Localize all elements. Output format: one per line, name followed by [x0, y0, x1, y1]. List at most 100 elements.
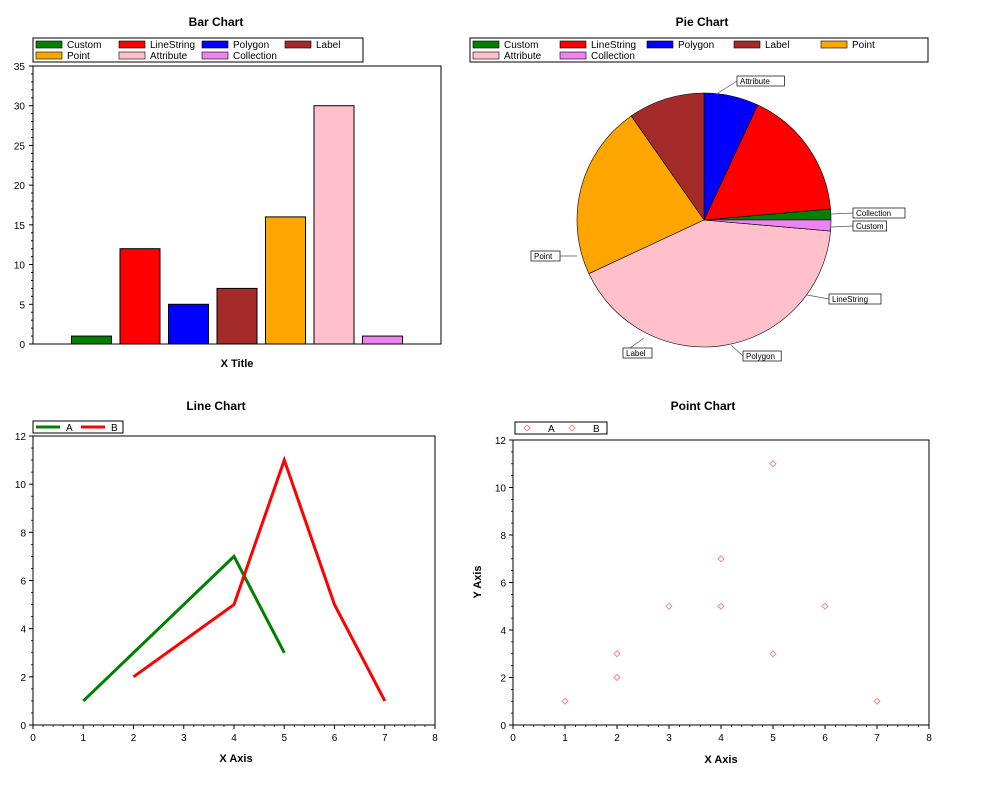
- bar-legend-label: Custom: [67, 40, 101, 51]
- pie-slice-label: LineString: [832, 295, 868, 304]
- point-chart-legend: [514, 421, 608, 435]
- line-x-tick-label: 1: [80, 733, 86, 744]
- point-y-tick-label: 2: [500, 674, 506, 685]
- pie-chart-title: Pie Chart: [676, 15, 729, 29]
- pie-legend-swatch-polygon: [646, 40, 674, 49]
- point-y-tick-label: 6: [500, 579, 506, 590]
- point-marker-b: [821, 602, 829, 610]
- point-plot-area: [512, 439, 930, 726]
- bar-label: [216, 287, 258, 345]
- line-x-tick-label: 7: [382, 733, 388, 744]
- point-marker-b: [613, 673, 621, 682]
- point-y-tick-label: 10: [495, 484, 507, 495]
- line-chart-legend: [32, 420, 124, 434]
- point-chart-title: Point Chart: [671, 399, 736, 413]
- pie-label-box: [742, 350, 782, 362]
- pie-slice-label: Point: [534, 252, 553, 261]
- pie-legend-label: Collection: [591, 51, 635, 62]
- pie-chart: Pie Chart Custom LineString Polygon Label Po…: [469, 15, 929, 362]
- point-x-tick-label: 3: [666, 733, 672, 744]
- point-x-tick-label: 1: [562, 733, 568, 744]
- bar-legend-label: Label: [316, 40, 340, 51]
- bar-y-tick-label: 0: [19, 340, 25, 351]
- pie-label-box: [530, 250, 561, 262]
- bar-legend-label: LineString: [150, 40, 195, 51]
- pie-legend-swatch-label: [733, 40, 761, 49]
- point-marker-b: [769, 460, 777, 468]
- bar-y-tick-label: 20: [14, 181, 26, 192]
- point-marker-b: [873, 697, 881, 705]
- line-y-tick-label: 8: [20, 528, 26, 539]
- point-x-tick-label: 4: [718, 733, 724, 744]
- point-x-tick-label: 6: [822, 733, 828, 744]
- bar-legend-swatch-point: [35, 51, 63, 60]
- point-y-tick-label: 12: [495, 436, 507, 447]
- pie-leader-line: [717, 80, 738, 94]
- bar-custom: [71, 335, 112, 345]
- point-marker-a: [561, 697, 569, 705]
- bar-y-tick-label: 25: [14, 141, 26, 152]
- pie-slice-attribute: [588, 219, 831, 348]
- point-marker-a: [665, 602, 673, 610]
- pie-slice-label: Collection: [856, 209, 891, 218]
- pie-label-box: [852, 207, 906, 219]
- line-y-tick-label: 4: [20, 625, 26, 636]
- point-marker-a: [769, 650, 777, 658]
- line-series-b: [132, 455, 387, 702]
- bar-y-tick-label: 30: [14, 102, 26, 113]
- bar-legend-label: Collection: [233, 51, 277, 62]
- point-x-tick-label: 5: [770, 733, 776, 744]
- pie-legend-swatch-collection: [559, 51, 587, 60]
- pie-legend-label: Label: [765, 40, 789, 51]
- pie-leader-line: [730, 344, 744, 357]
- pie-legend-label: Point: [852, 40, 875, 51]
- pie-leader-line: [806, 294, 830, 300]
- pie-slice-linestring: [703, 104, 831, 221]
- point-marker-a: [717, 555, 725, 563]
- point-y-tick-label: 0: [500, 721, 506, 732]
- line-x-tick-label: 5: [281, 733, 287, 744]
- line-y-tick-label: 2: [20, 673, 26, 684]
- bar-legend-label: Point: [67, 51, 90, 62]
- pie-legend-swatch-linestring: [559, 40, 587, 49]
- pie-legend-swatch-point: [820, 40, 848, 49]
- pie-slice-label: Label: [626, 349, 646, 358]
- pie-legend-label: LineString: [591, 40, 636, 51]
- point-legend-label: A: [548, 424, 555, 435]
- bar-legend-swatch-linestring: [118, 40, 146, 49]
- bar-legend-swatch-collection: [201, 51, 229, 60]
- pie-chart-legend: [469, 37, 929, 63]
- line-chart-title: Line Chart: [186, 399, 245, 413]
- point-chart-x-title: X Axis: [704, 754, 737, 766]
- line-x-tick-label: 4: [231, 733, 237, 744]
- point-x-tick-label: 7: [874, 733, 880, 744]
- bar-y-tick-label: 10: [14, 261, 26, 272]
- line-x-tick-label: 0: [30, 733, 36, 744]
- point-y-tick-label: 8: [500, 531, 506, 542]
- pie-label-box: [622, 347, 653, 359]
- bar-linestring: [119, 248, 161, 345]
- bar-y-tick-label: 5: [19, 300, 25, 311]
- bar-polygon: [168, 303, 209, 345]
- point-legend-label: B: [593, 424, 600, 435]
- bar-legend-swatch-attribute: [118, 51, 146, 60]
- pie-legend-swatch-custom: [472, 40, 500, 49]
- point-chart-y-title: Y Axis: [472, 565, 484, 598]
- pie-legend-swatch-attribute: [472, 51, 500, 60]
- line-y-tick-label: 0: [20, 721, 26, 732]
- line-y-tick-label: 6: [20, 577, 26, 588]
- bar-y-tick-label: 35: [14, 62, 26, 73]
- pie-slice-label: Custom: [856, 222, 884, 231]
- point-marker-b: [717, 602, 725, 610]
- line-chart-x-title: X Axis: [219, 753, 252, 765]
- point-x-tick-label: 0: [510, 733, 516, 744]
- line-legend-label: B: [111, 423, 118, 434]
- pie-label-box: [828, 293, 882, 305]
- bar-legend-label: Polygon: [233, 40, 269, 51]
- line-x-tick-label: 2: [131, 733, 137, 744]
- line-y-tick-label: 10: [15, 480, 27, 491]
- point-legend-swatch-a: [523, 424, 531, 432]
